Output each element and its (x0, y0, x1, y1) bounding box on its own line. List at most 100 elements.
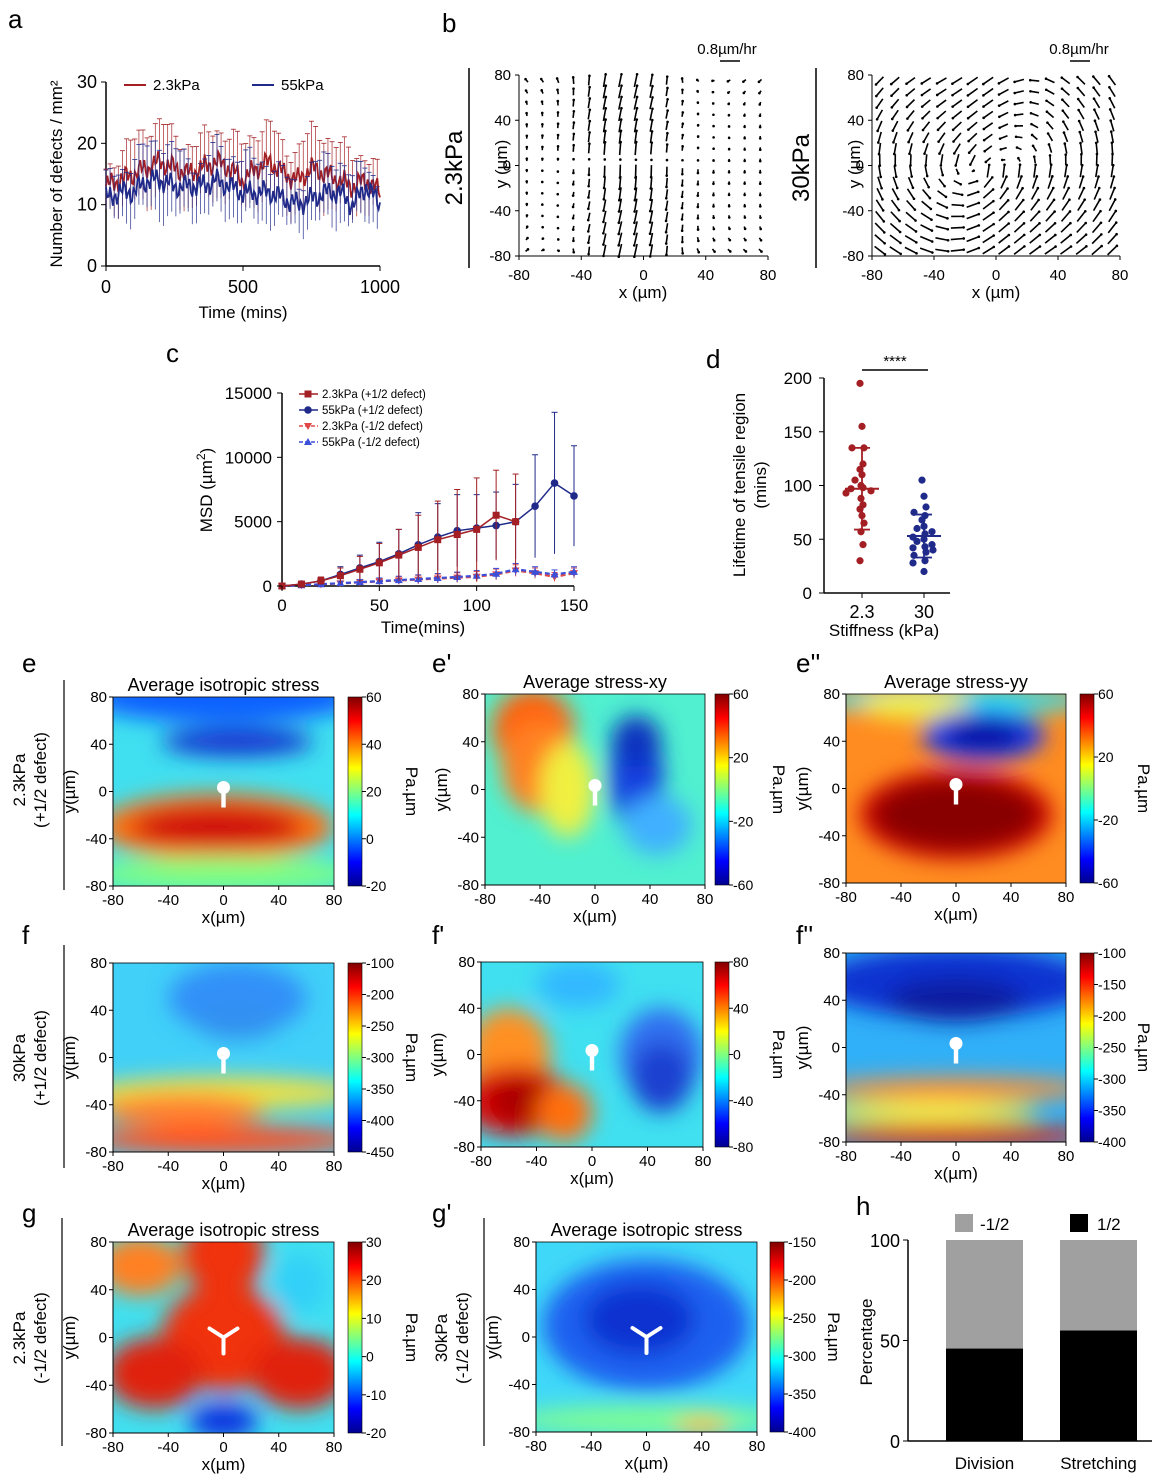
b-xtick-label: 0 (639, 267, 647, 284)
vector-head (666, 97, 669, 101)
heatmap-x-label: x(µm) (625, 1454, 669, 1473)
vector-head (665, 143, 669, 146)
vector-head (696, 205, 700, 209)
vector-head (982, 105, 985, 108)
vector-arrow (1063, 164, 1068, 178)
vector-head (556, 145, 560, 148)
heatmap-y-label: y(µm) (428, 1033, 447, 1077)
vector-head (977, 201, 981, 205)
vector-arrow (1091, 222, 1102, 234)
vector-head (758, 159, 762, 163)
panel-b-row-label-stiff: 30kPa (788, 133, 815, 202)
panel-label: g (22, 1198, 36, 1228)
row-label-stiffness: 30kPa (10, 1033, 29, 1082)
vector-head (915, 241, 918, 244)
panel-d-ticks: 0 50 100 150 200 2.3 30 (784, 369, 934, 622)
vector-head (571, 205, 575, 209)
vector-arrow (921, 88, 932, 96)
vector-head (525, 168, 529, 172)
heatmap-row-label-3: 30kPa (-1/2 defect) (432, 1218, 485, 1446)
vector-arrow (1016, 176, 1023, 189)
vector-head (1049, 163, 1053, 167)
vector-head (1036, 186, 1040, 190)
vector-head (742, 102, 746, 106)
vector-head (524, 77, 527, 81)
vector-head (572, 171, 575, 175)
vector-head (931, 251, 934, 254)
vector-arrow (1109, 120, 1115, 132)
vector-head (726, 80, 730, 83)
vector-head (881, 209, 885, 212)
vector-head (923, 152, 926, 155)
vector-head (587, 184, 590, 188)
d-point (920, 492, 928, 500)
vector-arrow (617, 243, 623, 257)
stress-heatmaps: 2.3kPa (+1/2 defect)30kPa (+1/2 defect)2.3… (10, 648, 1153, 1474)
vector-head (1045, 99, 1048, 103)
vector-arrow (587, 109, 591, 120)
vector-head (960, 193, 964, 197)
vector-head (1023, 245, 1026, 248)
vector-head (635, 72, 639, 76)
colorbar (714, 961, 730, 1148)
heatmap-xtick-label: 80 (1058, 1148, 1075, 1165)
b-ytick-label: 40 (494, 112, 511, 129)
vector-head (524, 89, 528, 92)
vector-head (540, 191, 544, 195)
c-ytick-label: 0 (263, 577, 272, 596)
vector-head (1115, 232, 1118, 236)
defect-arm (644, 1326, 663, 1339)
vector-head (1022, 222, 1026, 225)
heatmap-xtick-label: -40 (157, 1439, 179, 1456)
vector-arrow (969, 154, 976, 165)
vector-head (556, 157, 560, 161)
defect-tail (589, 1052, 595, 1071)
d-ytick-label: 100 (784, 477, 812, 496)
heatmap-title: Average isotropic stress (128, 675, 320, 695)
vector-arrow (1029, 211, 1040, 222)
vector-arrow (982, 200, 994, 210)
vector-head (651, 96, 654, 99)
vector-arrow (1107, 222, 1117, 234)
vector-arrow (665, 234, 669, 244)
d-ytick-label: 150 (784, 423, 812, 442)
heatmap-ytick-label: 40 (90, 736, 107, 753)
a-ytick-label: 20 (77, 133, 97, 153)
vector-head (936, 128, 940, 132)
legend-c-4: 55kPa (-1/2 defect) (322, 437, 420, 449)
vector-arrow (921, 188, 931, 199)
row-label-defect: (+1/2 defect) (31, 732, 50, 828)
heatmap-blobs (113, 963, 334, 1152)
vector-head (758, 205, 762, 208)
h-category-label: Division (955, 1454, 1015, 1473)
heatmap-ytick-label: 40 (823, 733, 840, 750)
vector-head (969, 163, 972, 166)
vector-head (758, 148, 762, 152)
a-ytick-label: 0 (87, 256, 97, 276)
vector-head (743, 125, 746, 129)
vector-head (1034, 163, 1037, 167)
a-xtick-label: 1000 (360, 277, 400, 297)
heatmap-x-label: x(µm) (202, 1174, 246, 1193)
heatmap-xtick-label: 0 (219, 1439, 227, 1456)
vector-arrow (875, 76, 885, 86)
vector-head (1080, 163, 1084, 167)
vector-head (664, 230, 668, 234)
marker-square (414, 543, 422, 551)
vector-head (1063, 142, 1067, 145)
vector-head (540, 111, 544, 115)
c-xtick-label: 150 (560, 596, 588, 615)
vector-head (883, 242, 886, 245)
marker-circle (304, 406, 312, 414)
vector-head (727, 125, 731, 128)
panel-b-vector-fields: -80 -40 0 40 80 80 40 0 -40 -80 -80 -40 0 40 80 80 40 0 -4… (489, 67, 1128, 284)
heatmap-xtick-label: -80 (525, 1438, 547, 1455)
heatmap-blob (846, 1100, 1039, 1125)
vector-arrow (905, 211, 917, 222)
vector-arrow (587, 75, 591, 86)
heatmap-field (113, 963, 334, 1152)
vector-arrow (587, 98, 591, 109)
vector-head (913, 208, 917, 211)
vector-arrow (966, 191, 979, 197)
b-ytick-label: 80 (494, 67, 511, 84)
